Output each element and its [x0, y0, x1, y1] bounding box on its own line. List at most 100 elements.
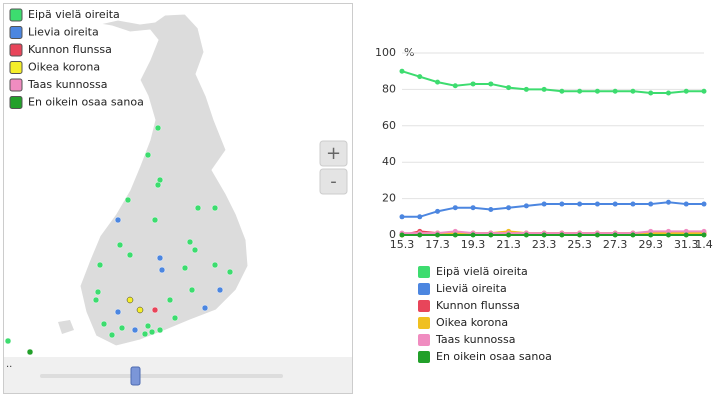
- data-point: [559, 201, 565, 207]
- data-point: [470, 205, 476, 211]
- data-point: [523, 232, 529, 238]
- series-line: [402, 201, 704, 218]
- map-legend-swatch: [9, 8, 23, 22]
- legend-swatch: [418, 317, 430, 329]
- legend-label: Oikea korona: [436, 316, 508, 329]
- slider-track: [40, 374, 283, 378]
- data-point: [435, 232, 441, 238]
- data-point: [488, 207, 494, 213]
- data-point: [594, 232, 600, 238]
- data-point: [701, 228, 707, 234]
- x-tick-label: 21.3: [496, 238, 521, 251]
- data-point: [470, 232, 476, 238]
- data-point: [559, 88, 565, 94]
- zoom-out-button[interactable]: [319, 168, 348, 195]
- legend-label: Eipä vielä oireita: [436, 265, 528, 278]
- data-point: [452, 232, 458, 238]
- data-point: [648, 228, 654, 234]
- data-point: [452, 83, 458, 89]
- legend-swatch: [418, 351, 430, 363]
- x-tick-label: 1.4: [695, 238, 713, 251]
- data-point: [541, 201, 547, 207]
- map-legend-label: Taas kunnossa: [27, 78, 108, 91]
- legend-swatch: [418, 283, 430, 295]
- y-tick-label: 80: [382, 82, 396, 95]
- data-point: [612, 201, 618, 207]
- map-legend-label: Kunnon flunssa: [28, 43, 112, 56]
- legend-label: En oikein osaa sanoa: [436, 350, 552, 363]
- slider-handle[interactable]: [130, 366, 141, 386]
- map-land: [79, 13, 249, 347]
- data-point: [612, 232, 618, 238]
- data-point: [506, 232, 512, 238]
- data-point: [452, 205, 458, 211]
- map-legend-swatch: [9, 43, 23, 57]
- zoom-in-label[interactable]: +: [326, 143, 341, 164]
- data-point: [577, 201, 583, 207]
- map-legend-swatch: [9, 78, 23, 92]
- series-line: [402, 230, 704, 235]
- x-tick-label: 27.3: [603, 238, 628, 251]
- data-point: [506, 205, 512, 211]
- x-tick-label: 17.3: [425, 238, 450, 251]
- y-tick-label: 100: [375, 46, 396, 59]
- x-tick-label: 15.3: [390, 238, 415, 251]
- map-legend-swatch: [9, 26, 23, 39]
- data-point: [594, 201, 600, 207]
- data-point: [452, 228, 458, 234]
- data-point: [648, 90, 654, 96]
- data-point: [577, 232, 583, 238]
- legend-swatch: [418, 334, 430, 346]
- data-point: [559, 232, 565, 238]
- data-point: [399, 68, 405, 74]
- data-point: [648, 232, 654, 238]
- map-legend-label: Lievia oireita: [28, 26, 99, 39]
- data-point: [630, 201, 636, 207]
- y-tick-label: 40: [382, 155, 396, 168]
- x-tick-label: 23.3: [532, 238, 557, 251]
- data-point: [435, 208, 441, 214]
- data-point: [701, 88, 707, 94]
- data-point: [488, 81, 494, 87]
- zoom-out-label[interactable]: -: [330, 171, 337, 192]
- data-point: [417, 214, 423, 220]
- data-point: [470, 81, 476, 87]
- map-legend-label: Eipä vielä oireita: [28, 8, 120, 21]
- data-point: [399, 232, 405, 238]
- data-point: [488, 232, 494, 238]
- legend-swatch: [418, 300, 430, 312]
- y-tick-label: 20: [382, 192, 396, 205]
- data-point: [417, 232, 423, 238]
- map-legend-swatch: [9, 61, 23, 74]
- x-tick-label: 25.3: [567, 238, 592, 251]
- data-point: [683, 228, 689, 234]
- data-point: [665, 90, 671, 96]
- data-point: [577, 88, 583, 94]
- data-point: [541, 86, 547, 92]
- legend-swatch: [418, 266, 430, 278]
- data-point: [541, 232, 547, 238]
- zoom-in-button[interactable]: [319, 140, 348, 167]
- data-point: [665, 232, 671, 238]
- x-tick-label: 29.3: [638, 238, 663, 251]
- data-point: [701, 232, 707, 238]
- series-line: [401, 70, 704, 95]
- legend-label: Lieviä oireita: [436, 282, 507, 295]
- x-tick-label: 19.3: [461, 238, 486, 251]
- y-tick-label: 0: [389, 228, 396, 241]
- map-legend-label: Oikea korona: [28, 61, 100, 74]
- map-points: [4, 124, 234, 356]
- data-point: [594, 88, 600, 94]
- x-tick-label: 31.3: [674, 238, 699, 251]
- data-point: [630, 232, 636, 238]
- data-point: [612, 88, 618, 94]
- map-legend: Eipä vielä oireita Lievia oireita Kunnon f…: [9, 8, 144, 109]
- legend-label: Kunnon flunssa: [436, 299, 520, 312]
- data-point: [435, 79, 441, 85]
- map-legend-swatch: [9, 96, 23, 109]
- data-point: [630, 88, 636, 94]
- map-legend-label: En oikein osaa sanoa: [28, 96, 144, 109]
- slider-label: ..: [6, 359, 12, 370]
